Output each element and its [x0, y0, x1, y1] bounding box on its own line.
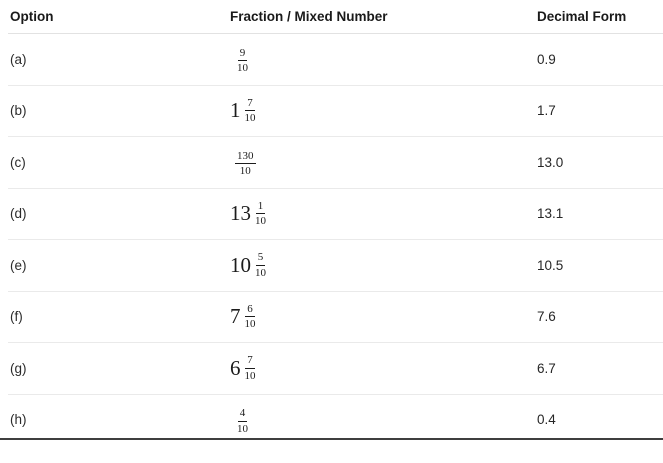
fraction-denominator: 10	[255, 266, 266, 279]
fraction-whole-number: 13	[230, 201, 251, 226]
fraction-cell: 4 10	[230, 404, 537, 435]
decimal-cell: 13.1	[537, 206, 564, 222]
stacked-fraction: 5 10	[253, 251, 268, 279]
table-row: (f) 7 6 10 7.6	[8, 292, 663, 343]
option-cell: (a)	[10, 51, 27, 67]
option-cell: (c)	[10, 154, 26, 170]
fraction-cell: 10 5 10	[230, 251, 537, 279]
fraction-numerator: 5	[255, 251, 266, 266]
table-row: (g) 6 7 10 6.7	[8, 343, 663, 395]
fraction-cell: 13 1 10	[230, 200, 537, 228]
table-row: (e) 10 5 10 10.5	[8, 240, 663, 292]
option-cell: (d)	[10, 206, 27, 222]
fraction-cell: 9 10	[230, 44, 537, 75]
table-bottom-border	[0, 438, 663, 440]
mixed-number: 7 6 10	[230, 303, 258, 331]
mixed-number: 10 5 10	[230, 251, 268, 279]
stacked-fraction: 7 10	[243, 354, 258, 382]
fraction-denominator: 10	[244, 112, 256, 125]
fraction-numerator: 7	[245, 354, 255, 369]
fraction-whole-number: 7	[230, 304, 241, 329]
fraction-denominator: 10	[237, 422, 248, 435]
option-cell: (b)	[10, 103, 27, 119]
mixed-number: 130 10	[230, 150, 256, 178]
fraction-denominator: 10	[244, 369, 256, 382]
fraction-numerator: 7	[245, 97, 255, 112]
stacked-fraction: 7 10	[243, 97, 258, 125]
fraction-cell: 7 6 10	[230, 303, 537, 331]
table-body: (a) 9 10 0.9 (b) 1 7 10 1.7 (	[0, 34, 663, 445]
fraction-denominator: 10	[239, 165, 251, 178]
stacked-fraction: 6 10	[243, 303, 258, 331]
stacked-fraction: 4 10	[235, 407, 250, 435]
decimal-cell: 1.7	[537, 103, 556, 119]
mixed-number: 13 1 10	[230, 200, 268, 228]
decimal-cell: 6.7	[537, 360, 556, 376]
fraction-numerator: 9	[237, 47, 248, 62]
table-row: (b) 1 7 10 1.7	[8, 86, 663, 137]
mixed-number: 9 10	[230, 47, 250, 75]
option-cell: (h)	[10, 412, 27, 428]
stacked-fraction: 1 10	[253, 200, 268, 228]
column-header-fraction: Fraction / Mixed Number	[230, 9, 388, 24]
mixed-number: 6 7 10	[230, 354, 258, 382]
fraction-numerator: 1	[255, 200, 266, 215]
decimal-cell: 7.6	[537, 309, 556, 325]
table-row: (h) 4 10 0.4	[8, 395, 663, 446]
fraction-whole-number: 6	[230, 355, 241, 380]
fraction-cell: 1 7 10	[230, 97, 537, 125]
mixed-number: 1 7 10	[230, 97, 258, 125]
table-row: (a) 9 10 0.9	[8, 34, 663, 86]
stacked-fraction: 130 10	[235, 150, 256, 178]
decimal-cell: 10.5	[537, 257, 564, 273]
fraction-numerator: 130	[235, 150, 256, 165]
fraction-numerator: 6	[245, 303, 255, 318]
fraction-cell: 6 7 10	[230, 354, 537, 382]
fraction-numerator: 4	[237, 407, 248, 422]
stacked-fraction: 9 10	[235, 47, 250, 75]
table-row: (c) 130 10 13.0	[8, 137, 663, 189]
fraction-whole-number: 10	[230, 252, 251, 277]
decimal-cell: 0.9	[537, 51, 556, 67]
fraction-denominator: 10	[237, 62, 248, 75]
column-header-option: Option	[10, 9, 54, 24]
option-cell: (e)	[10, 257, 27, 273]
fraction-cell: 130 10	[230, 147, 537, 178]
decimal-cell: 13.0	[537, 154, 564, 170]
table-row: (d) 13 1 10 13.1	[8, 189, 663, 240]
fraction-whole-number: 1	[230, 98, 241, 123]
option-cell: (g)	[10, 360, 27, 376]
fraction-denominator: 10	[255, 215, 266, 228]
table-header-row: Option Fraction / Mixed Number Decimal F…	[8, 0, 663, 34]
option-cell: (f)	[10, 309, 23, 325]
fraction-denominator: 10	[244, 318, 256, 331]
mixed-number: 4 10	[230, 407, 250, 435]
decimal-cell: 0.4	[537, 412, 556, 428]
column-header-decimal: Decimal Form	[537, 9, 627, 24]
